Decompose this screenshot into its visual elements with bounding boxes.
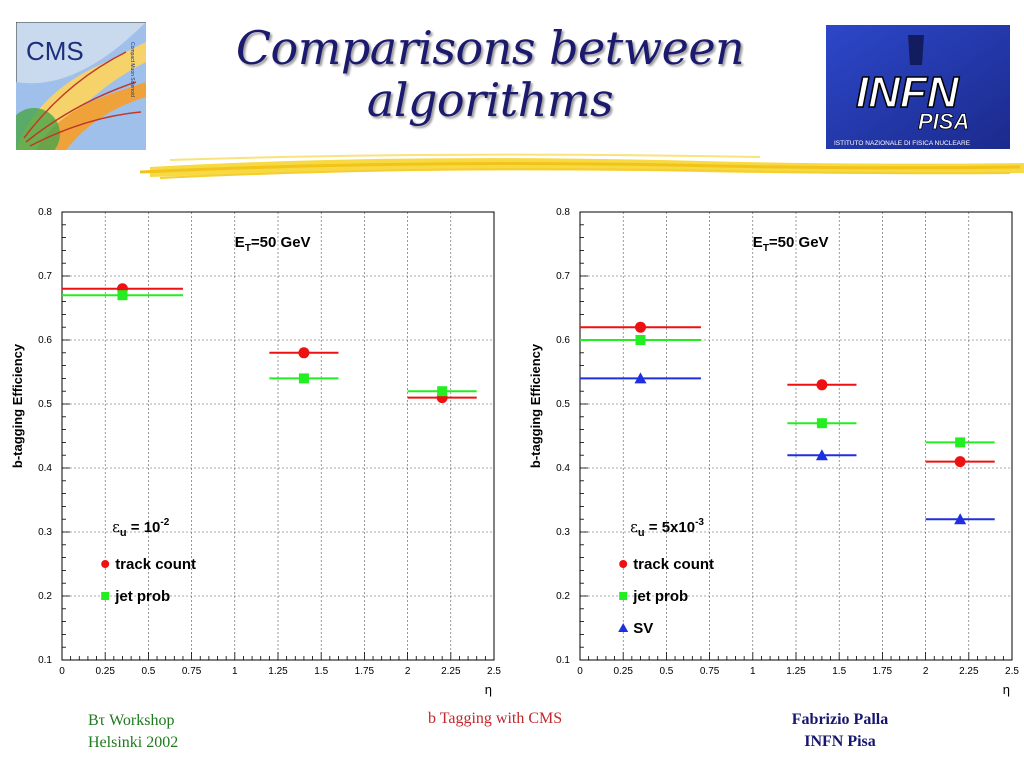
x-tick-label: 1	[232, 666, 238, 677]
y-tick-label: 0.3	[38, 527, 52, 538]
data-point	[634, 321, 646, 333]
x-tick-label: 0.75	[700, 666, 720, 677]
cms-logo-subtext: Compact Muon Solenoid	[129, 42, 135, 97]
legend: εu = 10-2 track count jet prob	[101, 517, 196, 605]
energy-annotation: ET=50 GeV	[753, 234, 829, 254]
legend-label: SV	[633, 620, 653, 637]
y-tick-label: 0.4	[38, 463, 52, 474]
y-tick-label: 0.8	[556, 207, 570, 218]
x-tick-label: 2	[923, 666, 929, 677]
x-tick-label: 0.25	[613, 666, 633, 677]
series-sv	[580, 372, 995, 525]
legend-label: jet prob	[632, 588, 688, 605]
x-tick-label: 1.75	[873, 666, 893, 677]
y-axis-label: b-tagging Efficiency	[528, 343, 543, 468]
y-tick-label: 0.1	[556, 655, 570, 666]
x-tick-label: 1.25	[786, 666, 806, 677]
x-tick-label: 0.5	[141, 666, 155, 677]
legend-marker	[619, 592, 628, 600]
efficiency-chart-left: 0 0.25 0.5 0.75 1 1.25 1.5 1.75 2 2.25 2.5 0.1 0.2 0.…	[10, 207, 501, 697]
data-point	[954, 513, 967, 525]
footer-author-affiliation: INFN Pisa	[804, 733, 876, 750]
energy-annotation: ET=50 GeV	[235, 234, 311, 254]
infn-pisa-logo: INFN PISA ISTITUTO NAZIONALE DI FISICA N…	[826, 25, 1010, 149]
legend-marker	[618, 623, 629, 632]
infn-logo-text: INFN	[856, 68, 960, 117]
series-track-count	[62, 283, 477, 404]
y-tick-label: 0.6	[38, 335, 52, 346]
y-tick-label: 0.1	[38, 655, 52, 666]
series-jet-prob	[580, 335, 995, 448]
y-axis-label: b-tagging Efficiency	[10, 343, 25, 468]
x-tick-label: 2.25	[441, 666, 461, 677]
x-tick-label: 2	[405, 666, 411, 677]
data-point	[815, 449, 828, 461]
footer-workshop-place: Helsinki 2002	[88, 734, 179, 751]
y-tick-label: 0.7	[556, 271, 570, 282]
title-line-1: Comparisons between	[235, 21, 745, 75]
legend-epsilon: εu = 10-2	[112, 517, 170, 539]
y-tick-label: 0.2	[556, 591, 570, 602]
title-line-2: algorithms	[366, 73, 614, 127]
x-tick-label: 1.75	[355, 666, 375, 677]
slide-title: Comparisons between algorithms	[180, 22, 800, 126]
data-point	[816, 379, 828, 391]
infn-logo-sub: PISA	[918, 109, 969, 134]
x-tick-label: 0	[59, 666, 65, 677]
data-point	[634, 372, 647, 384]
cms-logo: CMS Compact Muon Solenoid	[16, 22, 146, 150]
legend-epsilon: εu = 5x10-3	[630, 517, 704, 539]
y-tick-label: 0.8	[38, 207, 52, 218]
data-point	[954, 456, 966, 468]
y-tick-label: 0.2	[38, 591, 52, 602]
x-tick-label: 2.5	[487, 666, 501, 677]
series-track-count	[580, 321, 995, 468]
x-tick-label: 0.5	[659, 666, 673, 677]
data-point	[117, 290, 128, 301]
data-point	[955, 437, 966, 448]
x-tick-label: 2.5	[1005, 666, 1019, 677]
data-point	[298, 347, 310, 359]
x-tick-label: 0.25	[95, 666, 115, 677]
y-tick-label: 0.6	[556, 335, 570, 346]
legend-marker	[619, 560, 628, 568]
x-axis-label: η	[1003, 682, 1010, 697]
y-tick-label: 0.5	[556, 399, 570, 410]
footer-workshop: Bτ Workshop Helsinki 2002	[88, 710, 178, 754]
legend-label: jet prob	[114, 588, 170, 605]
x-tick-label: 1.5	[314, 666, 328, 677]
legend-label: track count	[633, 556, 714, 573]
infn-logo-caption: ISTITUTO NAZIONALE DI FISICA NUCLEARE	[834, 140, 971, 147]
y-tick-label: 0.4	[556, 463, 570, 474]
data-point	[635, 335, 646, 345]
data-point	[816, 418, 827, 429]
footer-talk-title: b Tagging with CMS	[428, 710, 563, 727]
x-tick-label: 1.25	[268, 666, 288, 677]
legend: εu = 5x10-3 track count jet prob SV	[618, 517, 714, 637]
x-tick-label: 1	[750, 666, 756, 677]
x-tick-label: 0.75	[182, 666, 202, 677]
x-tick-label: 2.25	[959, 666, 979, 677]
x-axis-label: η	[485, 682, 492, 697]
footer-author-name: Fabrizio Palla	[791, 711, 889, 728]
legend-marker	[101, 560, 110, 568]
footer-author: Fabrizio Palla INFN Pisa	[770, 709, 910, 753]
series-jet-prob	[62, 290, 477, 397]
efficiency-chart-right: 0 0.25 0.5 0.75 1 1.25 1.5 1.75 2 2.25 2.5 0.1 0.2 0.…	[528, 207, 1019, 697]
footer-workshop-name: Bτ Workshop	[88, 712, 175, 729]
y-tick-label: 0.3	[556, 527, 570, 538]
legend-marker	[101, 592, 110, 600]
cms-logo-text: CMS	[26, 36, 84, 66]
legend-label: track count	[115, 556, 196, 573]
title-underline-swoosh	[139, 153, 1024, 179]
data-point	[437, 386, 448, 397]
data-point	[298, 373, 309, 384]
x-tick-label: 0	[577, 666, 583, 677]
y-tick-label: 0.7	[38, 271, 52, 282]
y-tick-label: 0.5	[38, 399, 52, 410]
x-tick-label: 1.5	[832, 666, 846, 677]
